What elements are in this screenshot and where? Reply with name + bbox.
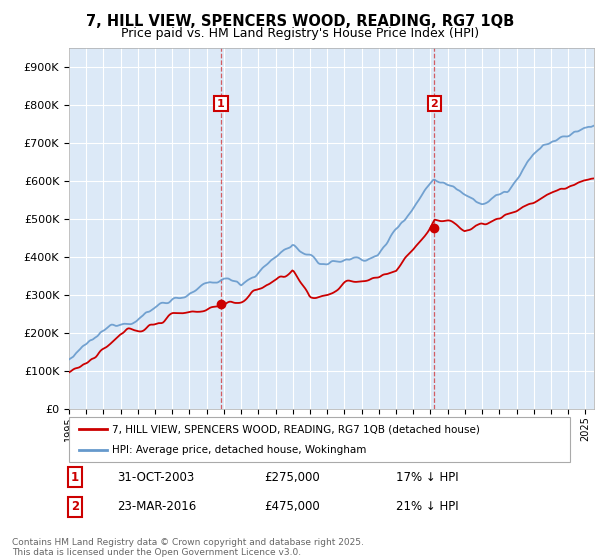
Text: 7, HILL VIEW, SPENCERS WOOD, READING, RG7 1QB (detached house): 7, HILL VIEW, SPENCERS WOOD, READING, RG… bbox=[112, 424, 479, 435]
Text: 7, HILL VIEW, SPENCERS WOOD, READING, RG7 1QB: 7, HILL VIEW, SPENCERS WOOD, READING, RG… bbox=[86, 14, 514, 29]
Text: £475,000: £475,000 bbox=[264, 500, 320, 514]
Text: 17% ↓ HPI: 17% ↓ HPI bbox=[396, 470, 458, 484]
Text: 1: 1 bbox=[217, 99, 225, 109]
Text: Contains HM Land Registry data © Crown copyright and database right 2025.
This d: Contains HM Land Registry data © Crown c… bbox=[12, 538, 364, 557]
Text: 2: 2 bbox=[431, 99, 439, 109]
Text: 23-MAR-2016: 23-MAR-2016 bbox=[117, 500, 196, 514]
Text: 1: 1 bbox=[71, 470, 79, 484]
Text: 2: 2 bbox=[71, 500, 79, 514]
Text: Price paid vs. HM Land Registry's House Price Index (HPI): Price paid vs. HM Land Registry's House … bbox=[121, 27, 479, 40]
Text: HPI: Average price, detached house, Wokingham: HPI: Average price, detached house, Woki… bbox=[112, 445, 366, 455]
Text: £275,000: £275,000 bbox=[264, 470, 320, 484]
Text: 21% ↓ HPI: 21% ↓ HPI bbox=[396, 500, 458, 514]
Text: 31-OCT-2003: 31-OCT-2003 bbox=[117, 470, 194, 484]
